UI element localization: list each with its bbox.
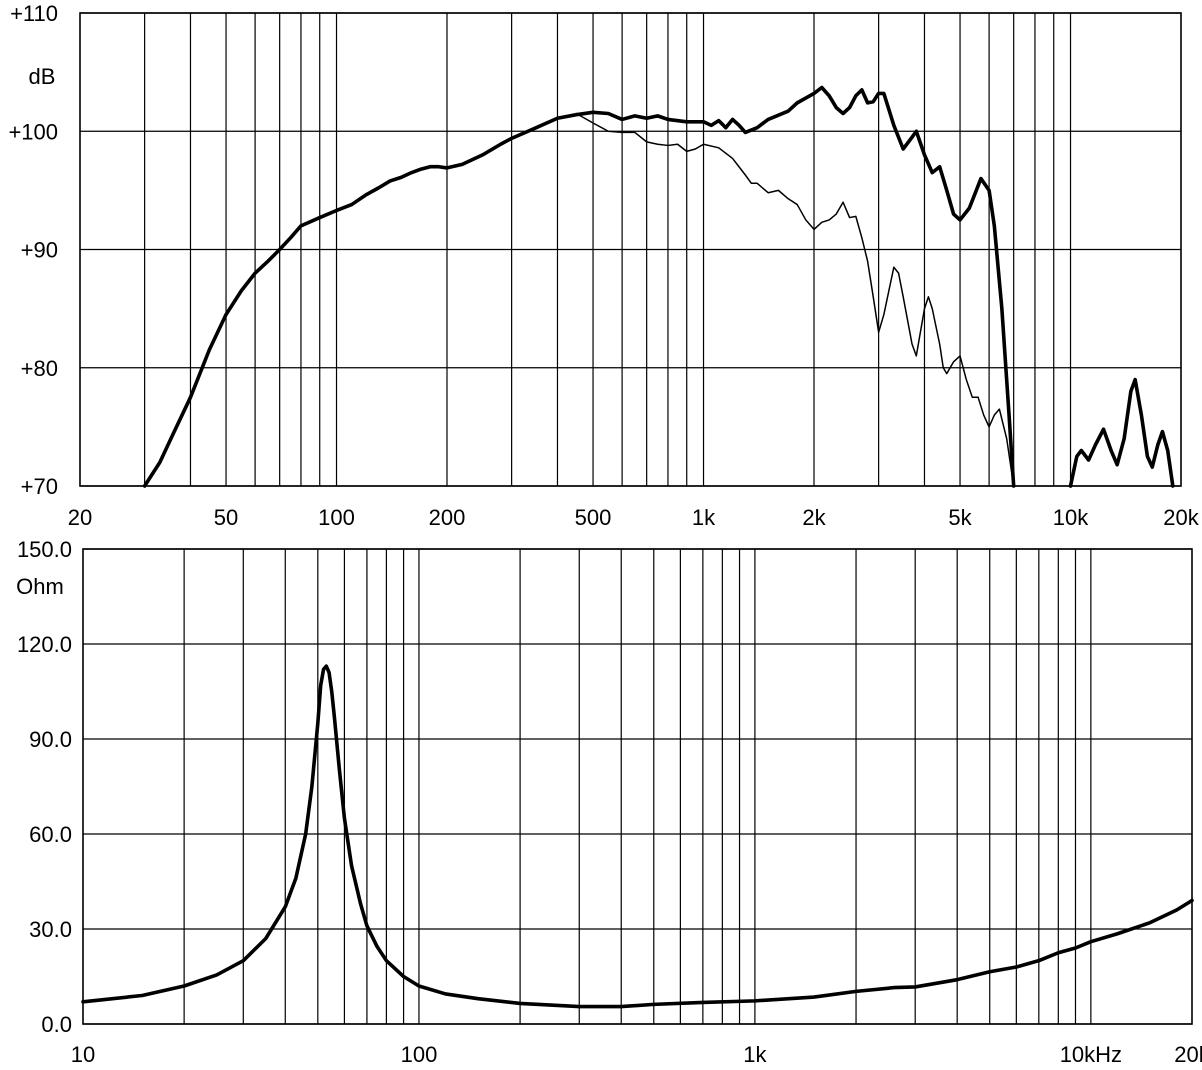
- spl-response-plot: +110 +100 +90 +80 +70 20 50 100 200 500 1k 2k 5k 10k 2…: [8, 1, 1199, 530]
- x-tick-label: 200: [429, 505, 466, 530]
- y-tick-label: 90.0: [29, 727, 72, 752]
- y-tick-label: +100: [8, 119, 58, 144]
- y-tick-label: +110: [10, 1, 58, 26]
- x-tick-label: 20k: [1163, 505, 1199, 530]
- y-tick-label: +80: [21, 356, 58, 381]
- y-tick-label: 120.0: [17, 632, 72, 657]
- x-tick-label: 500: [575, 505, 612, 530]
- series-line-thick: [81, 664, 1194, 1009]
- x-tick-label: 1k: [692, 505, 716, 530]
- plot-frame: [79, 12, 1182, 487]
- impedance-plot: 150.0 120.0 90.0 60.0 30.0 0.0 10 100 1k 10kHz 20k…: [16, 537, 1202, 1067]
- x-tick-label: 100: [318, 505, 355, 530]
- y-tick-label: 0.0: [41, 1012, 72, 1037]
- y-tick-label: +70: [21, 474, 58, 499]
- y-tick-label: +90: [21, 238, 58, 263]
- x-tick-label: 10kHz: [1060, 1042, 1122, 1067]
- y-tick-label: 60.0: [29, 822, 72, 847]
- x-tick-label: 2k: [802, 505, 826, 530]
- x-tick-label: 100: [401, 1042, 438, 1067]
- plot-frame: [82, 548, 1193, 1025]
- y-axis-unit-label: dB: [29, 64, 56, 89]
- x-tick-label: 20: [68, 505, 92, 530]
- x-tick-label: 20k: [1174, 1042, 1202, 1067]
- x-tick-label: 10k: [1053, 505, 1089, 530]
- y-tick-label: 30.0: [29, 917, 72, 942]
- series-line-thin: [575, 112, 1015, 487]
- grid-lines: [80, 12, 1181, 487]
- x-tick-label: 50: [214, 505, 238, 530]
- y-tick-label: 150.0: [17, 537, 72, 562]
- x-tick-label: 5k: [948, 505, 972, 530]
- x-tick-label: 1k: [743, 1042, 767, 1067]
- series-line-thick: [142, 85, 1016, 488]
- x-tick-label: 10: [71, 1042, 95, 1067]
- series-line-thick: [1068, 377, 1175, 488]
- y-axis-unit-label: Ohm: [16, 574, 64, 599]
